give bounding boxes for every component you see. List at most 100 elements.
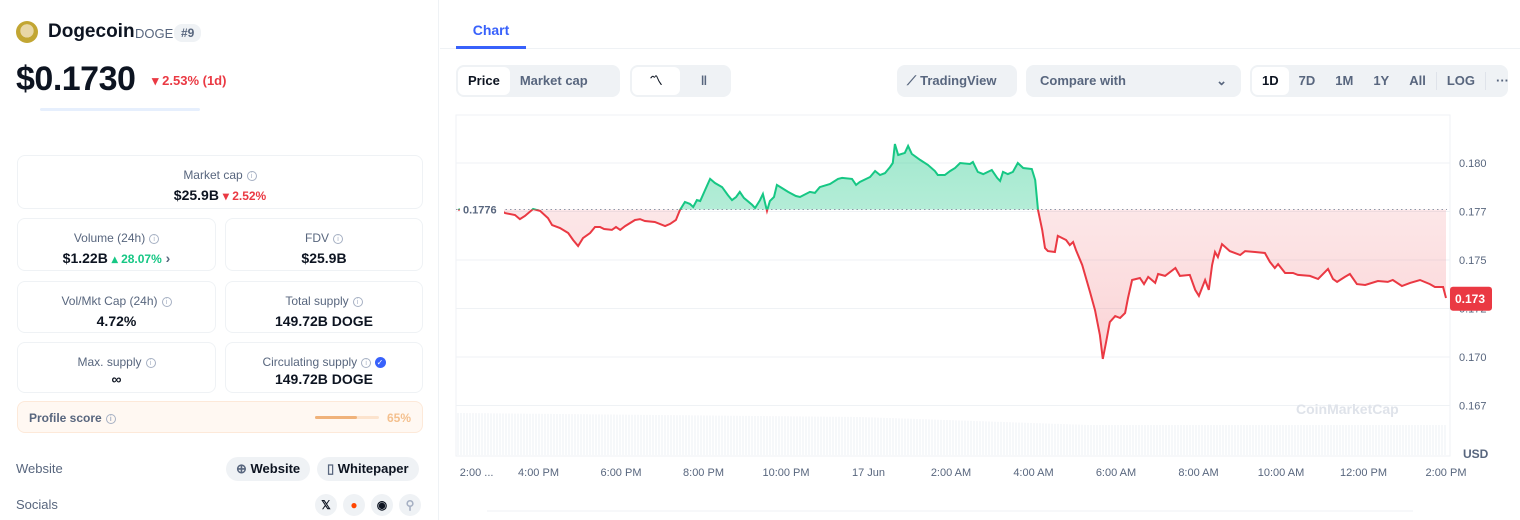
x-tick-label: 8:00 PM (683, 467, 724, 479)
website-row-label: Website (16, 461, 63, 476)
y-tick-label: 0.175 (1459, 255, 1487, 267)
range-1d[interactable]: 1D (1252, 67, 1289, 95)
market-cap-button[interactable]: Market cap (519, 73, 588, 88)
range-1m[interactable]: 1M (1335, 73, 1354, 88)
coinmarketcap-watermark: CoinMarketCap (1296, 401, 1399, 417)
y-tick-label: 0.180 (1459, 158, 1487, 170)
y-tick-label: 0.167 (1459, 401, 1487, 413)
x-tick-label: 8:00 AM (1178, 467, 1218, 479)
info-icon[interactable]: i (352, 296, 363, 307)
rank-badge: #9 (174, 24, 202, 42)
profile-score-fill (315, 416, 357, 419)
coin-sidebar: Dogecoin DOGE #9 $0.1730 ▾ 2.53% (1d) Ma… (0, 0, 439, 520)
max-supply-card: Max. supply i ∞ (17, 342, 216, 393)
market-cap-card: Market cap i $25.9B ▾ 2.52% (17, 155, 423, 209)
volume-card[interactable]: Volume (24h) i $1.22B ▴ 28.07% › (17, 218, 216, 271)
total-supply-value: 149.72B DOGE (274, 313, 374, 329)
compare-with-select[interactable]: Compare with ⌄ (1026, 65, 1241, 97)
max-supply-label: Max. supply (77, 355, 142, 369)
last-price-label: 0.173 (1455, 292, 1485, 306)
market-cap-change: ▾ 2.52% (222, 189, 267, 203)
chart-line-icon: ⟋ (907, 73, 917, 88)
currency-label: USD (1463, 447, 1489, 461)
volume-label: Volume (24h) (73, 231, 146, 245)
tradingview-button[interactable]: ⟋ TradingView (897, 65, 1017, 97)
x-icon[interactable]: 𝕏 (315, 494, 337, 516)
fdv-card: FDV i $25.9B (225, 218, 423, 271)
volume-change: ▴ 28.07% (111, 252, 162, 266)
total-supply-label: Total supply (285, 294, 349, 308)
more-icon[interactable]: ··· (1485, 72, 1519, 90)
profile-score-track (315, 416, 379, 419)
x-tick-label: 6:00 AM (1096, 467, 1136, 479)
fdv-label: FDV (305, 231, 329, 245)
socials-row-label: Socials (16, 497, 58, 512)
x-tick-label: 2:00 AM (931, 467, 971, 479)
info-icon[interactable]: i (361, 357, 372, 368)
reddit-icon[interactable]: ● (343, 494, 365, 516)
x-axis: 2:00 ... 4:00 PM 6:00 PM 8:00 PM 10:00 PM 17 … (460, 467, 1467, 479)
globe-icon: ⊕ (236, 461, 251, 476)
info-icon[interactable]: i (145, 357, 156, 368)
market-cap-label: Market cap (183, 168, 243, 182)
volume-value: $1.22B (62, 250, 108, 266)
website-button[interactable]: ⊕ Website (226, 457, 311, 481)
profile-score-bar[interactable]: Profile score i 65% (17, 401, 423, 433)
circ-supply-value: 149.72B DOGE (274, 371, 374, 387)
price-mode-toggle: Price Market cap (456, 65, 620, 97)
candlestick-icon[interactable]: ǁ (700, 73, 708, 88)
coin-price: $0.1730 (16, 60, 136, 98)
vol-mkt-label: Vol/Mkt Cap (24h) (61, 294, 158, 308)
caret-down-icon: ▾ (152, 73, 163, 88)
baseline-label: 0.1776 (463, 205, 497, 217)
coin-name: Dogecoin (48, 21, 135, 42)
market-cap-value: $25.9B (173, 187, 219, 203)
range-1y[interactable]: 1Y (1373, 73, 1390, 88)
dogecoin-logo-icon (16, 21, 38, 43)
line-chart-icon[interactable]: 〽 (632, 67, 680, 95)
fdv-value: $25.9B (301, 250, 347, 266)
info-icon[interactable]: i (105, 413, 116, 424)
total-supply-card: Total supply i 149.72B DOGE (225, 281, 423, 333)
github-icon[interactable]: ◉ (371, 494, 393, 516)
price-line-up (457, 143, 1039, 210)
price-change: ▾ 2.53% (1d) (152, 73, 227, 88)
x-tick-label: 4:00 AM (1013, 467, 1053, 479)
y-tick-label: 0.177 (1459, 207, 1487, 219)
range-7d[interactable]: 7D (1298, 73, 1316, 88)
y-tick-label: 0.170 (1459, 352, 1487, 364)
whitepaper-button[interactable]: ▯ Whitepaper (317, 457, 419, 481)
x-tick-label: 2:00 ... (460, 467, 494, 479)
vol-mkt-value: 4.72% (96, 313, 137, 329)
log-button[interactable]: LOG (1435, 72, 1485, 90)
tab-chart[interactable]: Chart (456, 22, 526, 49)
price-sparkline (40, 108, 200, 111)
x-tick-label: 4:00 PM (518, 467, 559, 479)
area-below-baseline (458, 209, 1446, 359)
plot-frame (455, 114, 1451, 457)
info-icon[interactable]: i (246, 170, 257, 181)
x-tick-label: 6:00 PM (601, 467, 642, 479)
profile-score-label: Profile score (29, 411, 102, 425)
x-tick-label: 10:00 AM (1258, 467, 1304, 479)
document-icon: ▯ (327, 461, 338, 476)
info-icon[interactable]: i (161, 296, 172, 307)
chevron-right-icon[interactable]: › (165, 250, 171, 266)
info-icon[interactable]: i (149, 233, 160, 244)
last-price-badge (1450, 286, 1492, 311)
verified-icon: ✓ (374, 357, 386, 369)
price-button[interactable]: Price (458, 67, 510, 95)
tab-divider (440, 48, 1520, 49)
circ-supply-label: Circulating supply (262, 355, 358, 369)
x-tick-label: 10:00 PM (762, 467, 809, 479)
price-line-down (458, 209, 1447, 360)
chart-type-toggle: 〽 ǁ (630, 65, 731, 97)
info-icon[interactable]: i (333, 233, 343, 244)
range-all[interactable]: All (1409, 73, 1426, 88)
chevron-down-icon: ⌄ (1216, 73, 1227, 88)
baseline-label-bg (460, 202, 504, 217)
max-supply-value: ∞ (111, 371, 122, 387)
link-icon[interactable]: ⚲ (399, 494, 421, 516)
